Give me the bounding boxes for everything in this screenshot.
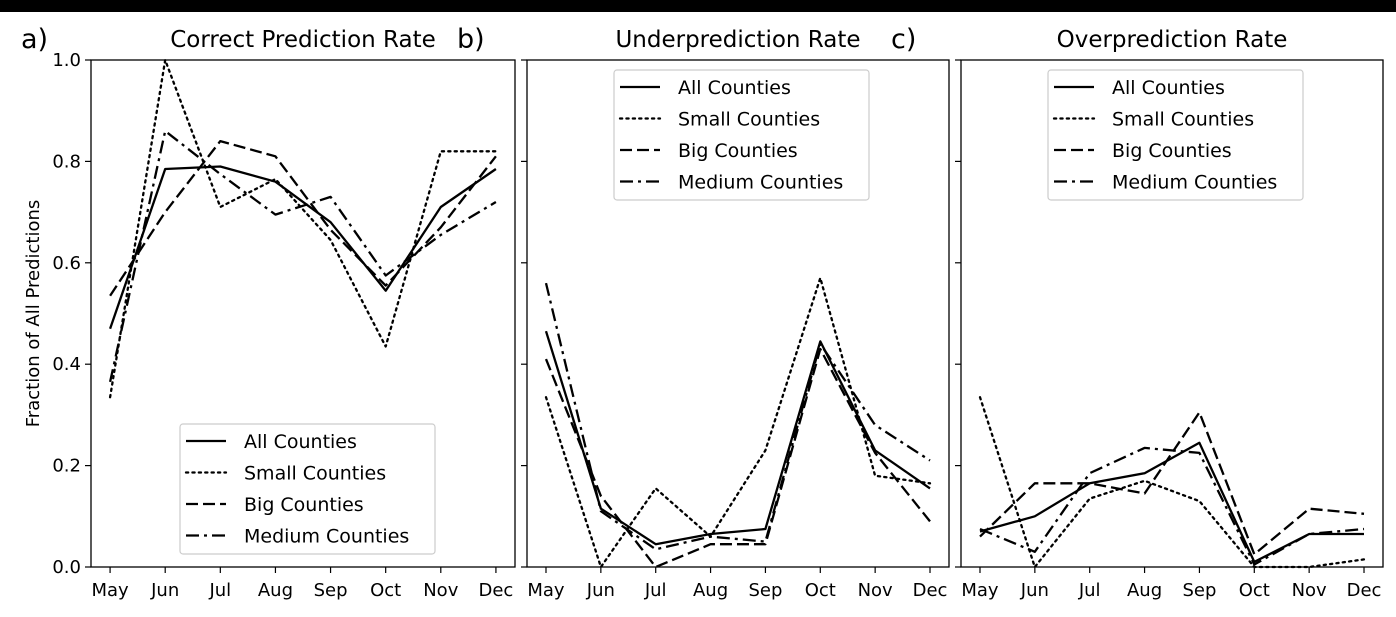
panel-label-1: a) (21, 24, 48, 55)
legend-label: Medium Counties (244, 526, 409, 548)
legend-box (613, 69, 870, 201)
legend-box (1047, 69, 1304, 201)
x-tick-label: Aug (1127, 580, 1162, 601)
x-tick-label: Dec (913, 580, 948, 601)
x-tick-label: Jun (1020, 580, 1049, 601)
series-line-small-counties (978, 396, 1366, 569)
legend-label: Medium Counties (1112, 172, 1277, 194)
series-line-all-counties (109, 165, 497, 330)
legend-label: All Counties (1112, 77, 1225, 99)
panel-title-3: Overprediction Rate (1057, 27, 1288, 53)
x-tick-label: Oct (805, 580, 836, 601)
legend-label: Big Counties (1112, 140, 1232, 162)
series-line-big-counties (544, 347, 931, 569)
y-tick-label: 0.8 (52, 151, 81, 172)
legend-label: Small Counties (678, 109, 820, 131)
series-line-all-counties (979, 441, 1364, 564)
x-tick-label: May (91, 580, 129, 601)
x-tick-label: Nov (1292, 580, 1327, 601)
axes-frame (526, 59, 950, 568)
legend-label: Big Counties (244, 494, 364, 516)
x-tick-label: Nov (858, 580, 893, 601)
legend-label: All Counties (244, 431, 357, 453)
x-tick-label: Oct (370, 580, 401, 601)
y-tick-label: 0.0 (52, 557, 81, 578)
legend-label: Medium Counties (678, 172, 843, 194)
x-tick-label: May (961, 580, 999, 601)
series-line-small-counties (544, 276, 932, 569)
legend-label: All Counties (678, 77, 791, 99)
axes-frame (960, 59, 1384, 568)
y-tick-label: 0.2 (52, 456, 81, 477)
legend-label: Big Counties (678, 140, 798, 162)
x-tick-label: Dec (478, 580, 513, 601)
x-tick-label: Jul (1078, 580, 1101, 601)
x-tick-label: Oct (1239, 580, 1270, 601)
x-tick-label: Aug (693, 580, 728, 601)
series-line-big-counties (979, 411, 1365, 556)
series-line-all-counties (544, 330, 931, 546)
x-tick-label: Jul (644, 580, 667, 601)
top-border-bar (0, 0, 1396, 12)
axes-frame (90, 59, 516, 568)
panel-label-2: b) (457, 24, 485, 55)
panel-label-3: c) (891, 24, 916, 55)
panel-title-2: Underprediction Rate (615, 27, 860, 53)
y-tick-label: 0.4 (52, 354, 81, 375)
x-tick-label: Jun (150, 580, 179, 601)
x-tick-label: Sep (314, 580, 348, 601)
x-tick-label: Nov (423, 580, 458, 601)
series-line-big-counties (109, 139, 497, 297)
x-tick-label: Dec (1347, 580, 1382, 601)
series-line-medium-counties (979, 446, 1365, 566)
x-tick-label: Aug (258, 580, 293, 601)
legend-label: Small Counties (244, 463, 386, 485)
y-tick-label: 1.0 (52, 50, 81, 71)
x-tick-label: May (527, 580, 565, 601)
legend-label: Small Counties (1112, 109, 1254, 131)
series-line-medium-counties (108, 129, 497, 383)
y-axis-label: Fraction of All Predictions (23, 200, 44, 427)
x-tick-label: Sep (1182, 580, 1216, 601)
x-tick-label: Jul (208, 580, 231, 601)
legend-box (179, 423, 436, 555)
series-line-small-counties (108, 58, 498, 399)
x-tick-label: Jun (586, 580, 615, 601)
y-tick-label: 0.6 (52, 253, 81, 274)
x-tick-label: Sep (748, 580, 782, 601)
series-line-medium-counties (544, 282, 931, 551)
panel-title-1: Correct Prediction Rate (170, 27, 436, 53)
